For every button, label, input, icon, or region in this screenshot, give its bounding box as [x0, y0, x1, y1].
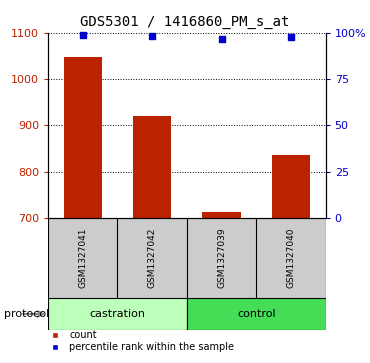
Text: GSM1327040: GSM1327040 [286, 228, 295, 288]
Text: protocol: protocol [4, 309, 49, 319]
Bar [64, 57, 102, 218]
Text: castration: castration [90, 309, 145, 319]
Legend: count, percentile rank within the sample: count, percentile rank within the sample [42, 327, 238, 356]
Point [149, 33, 155, 39]
Bar [187, 218, 256, 298]
Bar [256, 218, 326, 298]
Point [80, 32, 86, 38]
Point [288, 34, 294, 40]
Bar [133, 116, 171, 218]
Text: GSM1327042: GSM1327042 [148, 228, 157, 288]
Bar [48, 218, 118, 298]
Bar [118, 218, 187, 298]
Text: GDS5301 / 1416860_PM_s_at: GDS5301 / 1416860_PM_s_at [80, 15, 290, 29]
Bar [187, 298, 326, 330]
Bar [202, 212, 240, 218]
Point [219, 36, 225, 41]
Text: GSM1327039: GSM1327039 [217, 227, 226, 288]
Text: control: control [237, 309, 276, 319]
Bar [272, 155, 310, 218]
Text: GSM1327041: GSM1327041 [78, 228, 87, 288]
Bar [48, 298, 187, 330]
